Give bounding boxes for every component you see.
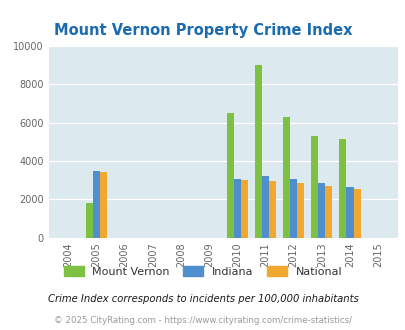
Bar [318,183,324,238]
Legend: Mount Vernon, Indiana, National: Mount Vernon, Indiana, National [59,261,346,281]
Bar [353,189,360,238]
Bar [261,176,269,238]
Bar [311,136,318,238]
Bar [233,179,240,238]
Bar [269,181,275,238]
Bar [226,113,233,238]
Bar [324,186,332,238]
Bar [86,203,93,238]
Text: © 2025 CityRating.com - https://www.cityrating.com/crime-statistics/: © 2025 CityRating.com - https://www.city… [54,316,351,325]
Bar [296,183,303,238]
Bar [339,139,345,238]
Bar [345,187,353,238]
Bar [254,65,261,238]
Bar [282,117,290,238]
Text: Crime Index corresponds to incidents per 100,000 inhabitants: Crime Index corresponds to incidents per… [47,294,358,304]
Bar [93,171,100,238]
Bar [240,180,247,238]
Bar [290,179,296,238]
Text: Mount Vernon Property Crime Index: Mount Vernon Property Crime Index [53,23,352,38]
Bar [100,172,107,238]
